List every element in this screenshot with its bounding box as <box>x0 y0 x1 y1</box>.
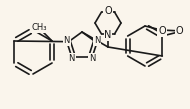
Text: N: N <box>104 30 112 40</box>
Text: N: N <box>63 36 70 45</box>
Text: N: N <box>94 36 101 45</box>
Text: N: N <box>89 54 95 63</box>
Text: O: O <box>176 26 183 36</box>
Text: O: O <box>158 26 166 36</box>
Text: O: O <box>104 6 112 16</box>
Text: N: N <box>69 54 75 63</box>
Text: CH₃: CH₃ <box>31 24 47 32</box>
